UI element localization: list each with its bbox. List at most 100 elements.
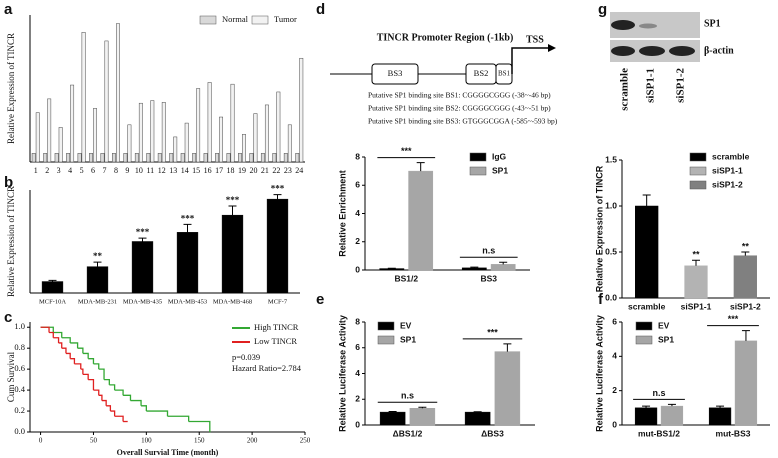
tss-arrow xyxy=(511,47,548,74)
lane-label: siSP1-1 xyxy=(645,68,657,103)
x-tick-label: 4 xyxy=(68,166,72,175)
site-label: BS1 xyxy=(498,70,511,78)
x-tick-label: 20 xyxy=(249,166,257,175)
x-tick-label: MDA-MB-435 xyxy=(123,298,162,305)
legend-swatch xyxy=(635,335,653,345)
y-axis-label: Cum Survival xyxy=(6,351,16,402)
legend-label: Tumor xyxy=(274,14,297,24)
x-tick-label: 6 xyxy=(91,166,95,175)
legend-label: siSP1-2 xyxy=(712,179,743,189)
legend-swatch xyxy=(377,321,395,331)
band-label: SP1 xyxy=(704,18,721,29)
error-bar xyxy=(741,330,750,341)
x-tick-label: 1 xyxy=(34,166,38,175)
survival-step xyxy=(82,352,89,359)
lane-label: siSP1-2 xyxy=(675,68,687,103)
panel-label: b xyxy=(4,174,13,191)
site-label: BS2 xyxy=(474,68,489,78)
bar xyxy=(708,407,732,426)
survival-step xyxy=(88,378,95,391)
x-tick-label: 250 xyxy=(300,437,311,445)
legend-swatch xyxy=(689,180,707,190)
survival-step xyxy=(61,337,71,343)
survival-step xyxy=(104,378,110,385)
survival-step xyxy=(188,420,211,432)
bar xyxy=(196,88,201,163)
survival-step xyxy=(110,410,116,417)
x-tick-label: 19 xyxy=(238,166,246,175)
chart: 0 2 4 6 8 Relative Luciferase Activity ΔBS1/2 n… xyxy=(337,315,535,438)
y-tick-label: 2 xyxy=(612,385,617,395)
y-tick-label: 0.8 xyxy=(14,342,25,352)
survival-step xyxy=(53,337,60,343)
significance-label: *** xyxy=(226,195,240,205)
bar xyxy=(86,266,109,294)
x-tick-label: MDA-MB-453 xyxy=(168,298,207,305)
x-tick-label: 15 xyxy=(192,166,200,175)
annotation: Hazard Ratio=2.784 xyxy=(232,363,302,373)
x-tick-label: ΔBS1/2 xyxy=(393,428,423,438)
survival-step xyxy=(77,347,84,354)
y-axis-label: Relative Luciferase Activity xyxy=(337,315,347,432)
significance-label: ** xyxy=(93,251,103,261)
x-tick-label: 8 xyxy=(114,166,118,175)
x-tick-label: mut-BS1/2 xyxy=(638,428,680,438)
survival-step xyxy=(40,326,54,333)
y-tick-label: 8 xyxy=(355,316,360,326)
survival-step xyxy=(101,399,107,406)
bar xyxy=(41,281,64,294)
panel-label: e xyxy=(316,291,324,308)
legend-label: Normal xyxy=(222,14,249,24)
survival-step xyxy=(114,415,124,422)
y-tick-label: 2 xyxy=(355,394,360,404)
bar xyxy=(131,241,154,294)
x-tick-label: 22 xyxy=(272,166,280,175)
bar xyxy=(157,153,162,163)
site-note: Putative SP1 binding site BS3: GTGGGCGGA… xyxy=(368,117,558,126)
survival-step xyxy=(53,331,63,338)
x-tick-label: mut-BS3 xyxy=(716,428,751,438)
blot-band xyxy=(611,46,635,56)
bar xyxy=(249,153,254,163)
error-bar xyxy=(642,405,651,408)
panel-label: a xyxy=(4,1,13,18)
panel-label: c xyxy=(4,309,12,326)
x-tick-label: 17 xyxy=(215,166,223,175)
bar xyxy=(408,170,434,271)
legend-label: SP1 xyxy=(400,334,416,344)
bar xyxy=(494,351,521,426)
x-tick-label: MCF-7 xyxy=(268,298,288,305)
x-tick-label: ΔBS3 xyxy=(481,428,504,438)
x-tick-label: MDA-MB-468 xyxy=(213,298,252,305)
bar xyxy=(180,153,185,163)
y-tick-label: 2 xyxy=(355,236,360,246)
legend-swatch xyxy=(469,166,487,176)
bar xyxy=(134,153,139,163)
y-tick-label: 0.4 xyxy=(14,384,25,394)
y-tick-label: 4 xyxy=(355,368,360,378)
legend-label: SP1 xyxy=(492,165,508,175)
y-tick-label: 1.5 xyxy=(605,154,617,164)
bar xyxy=(104,40,109,163)
bar xyxy=(272,153,277,163)
survival-step xyxy=(130,399,142,406)
panel-label: g xyxy=(598,1,607,18)
bar xyxy=(260,153,265,163)
error-bar xyxy=(716,405,725,408)
bar xyxy=(490,264,516,271)
bar xyxy=(253,113,258,163)
significance-label: n.s xyxy=(652,388,665,398)
y-tick-label: 0 xyxy=(612,419,617,429)
y-axis-label: Relative Expression of TINCR xyxy=(594,165,604,292)
promoter-diagram: TINCR Promoter Region (-1kb) BS3 BS2 BS1… xyxy=(330,32,558,126)
error-bar xyxy=(741,251,750,256)
x-tick-label: 100 xyxy=(141,437,152,445)
blot-band xyxy=(639,46,665,56)
legend-swatch xyxy=(377,335,395,345)
x-tick-label: 150 xyxy=(194,437,205,445)
bar xyxy=(660,405,684,426)
legend-swatch xyxy=(689,152,707,162)
bar xyxy=(173,136,178,163)
bar xyxy=(464,411,491,426)
x-tick-label: BS1/2 xyxy=(394,273,418,283)
